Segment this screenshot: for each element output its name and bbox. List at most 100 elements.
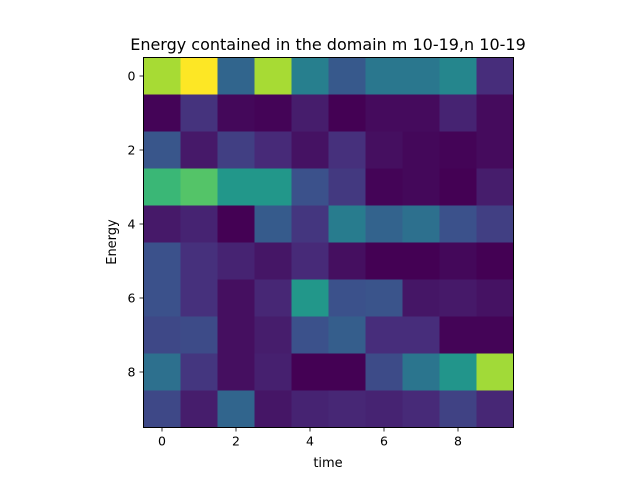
heatmap-cell: [439, 205, 477, 243]
heatmap-cell: [365, 168, 403, 206]
heatmap-cell: [439, 131, 477, 169]
heatmap-cell: [439, 94, 477, 132]
heatmap-cell: [476, 316, 514, 354]
heatmap-cell: [476, 94, 514, 132]
heatmap-cell: [291, 205, 329, 243]
heatmap-cell: [143, 205, 181, 243]
heatmap-cell: [439, 168, 477, 206]
heatmap-cell: [217, 316, 255, 354]
heatmap-cell: [180, 390, 218, 428]
heatmap-cell: [365, 353, 403, 391]
heatmap-cell: [291, 279, 329, 317]
heatmap-cell: [328, 353, 366, 391]
heatmap-cell: [143, 242, 181, 280]
heatmap-cell: [328, 390, 366, 428]
heatmap-cell: [402, 131, 440, 169]
y-tick-label: 0: [128, 69, 136, 84]
heatmap-cell: [180, 94, 218, 132]
heatmap-cell: [143, 57, 181, 95]
heatmap-cell: [402, 168, 440, 206]
heatmap-cell: [217, 205, 255, 243]
heatmap-cell: [291, 131, 329, 169]
heatmap-cell: [180, 353, 218, 391]
heatmap-cell: [180, 316, 218, 354]
heatmap-cell: [143, 316, 181, 354]
heatmap-cell: [365, 242, 403, 280]
heatmap-cell: [476, 279, 514, 317]
heatmap-cell: [291, 242, 329, 280]
heatmap-cell: [217, 168, 255, 206]
heatmap-cell: [439, 242, 477, 280]
heatmap-cell: [439, 57, 477, 95]
heatmap-cell: [291, 316, 329, 354]
heatmap-cell: [365, 131, 403, 169]
heatmap-cell: [217, 94, 255, 132]
heatmap-cell: [439, 279, 477, 317]
y-tick-label: 2: [128, 143, 136, 158]
heatmap-cell: [365, 390, 403, 428]
heatmap-cell: [365, 316, 403, 354]
heatmap-cell: [217, 390, 255, 428]
y-tick-label: 6: [128, 291, 136, 306]
heatmap-cell: [180, 279, 218, 317]
y-tick-label: 8: [128, 365, 136, 380]
heatmap-cell: [217, 57, 255, 95]
y-axis-label: Energy: [105, 219, 120, 265]
heatmap-cell: [328, 242, 366, 280]
x-axis-label: time: [313, 456, 342, 471]
heatmap-cell: [254, 205, 292, 243]
heatmap-cell: [476, 168, 514, 206]
heatmap-cell: [254, 168, 292, 206]
heatmap-cell: [476, 57, 514, 95]
heatmap-cell: [365, 57, 403, 95]
heatmap-cell: [291, 94, 329, 132]
heatmap-cell: [254, 353, 292, 391]
heatmap-cell: [143, 279, 181, 317]
heatmap-cell: [365, 279, 403, 317]
x-tick-label: 6: [380, 434, 388, 449]
heatmap-cell: [328, 57, 366, 95]
heatmap-cell: [365, 94, 403, 132]
chart-title: Energy contained in the domain m 10-19,n…: [130, 35, 526, 54]
heatmap-cell: [402, 390, 440, 428]
heatmap-cell: [365, 205, 403, 243]
heatmap-cell: [217, 353, 255, 391]
heatmap-cell: [476, 390, 514, 428]
heatmap-cell: [476, 205, 514, 243]
heatmap-cell: [180, 57, 218, 95]
heatmap-cell: [254, 390, 292, 428]
heatmap-cell: [402, 242, 440, 280]
heatmap-cell: [143, 168, 181, 206]
heatmap-cell: [143, 131, 181, 169]
heatmap-cell: [180, 131, 218, 169]
heatmap-cell: [328, 279, 366, 317]
x-tick-label: 2: [232, 434, 240, 449]
heatmap-cell: [143, 390, 181, 428]
heatmap-cell: [402, 94, 440, 132]
heatmap-cell: [402, 57, 440, 95]
heatmap-cell: [254, 316, 292, 354]
heatmap-cell: [328, 94, 366, 132]
heatmap-cell: [439, 353, 477, 391]
heatmap-cell: [217, 131, 255, 169]
heatmap-cell: [476, 242, 514, 280]
y-axis-ticks: 0 2 4 6 8: [128, 69, 144, 380]
heatmap-cell: [439, 316, 477, 354]
heatmap-cell: [476, 353, 514, 391]
heatmap-cell: [180, 205, 218, 243]
heatmap-cell: [254, 242, 292, 280]
heatmap-cell: [291, 353, 329, 391]
heatmap-cell: [476, 131, 514, 169]
heatmap-cell: [291, 390, 329, 428]
heatmap-cell: [291, 168, 329, 206]
x-tick-label: 4: [306, 434, 314, 449]
heatmap-cell: [254, 279, 292, 317]
x-axis-ticks: 0 2 4 6 8: [158, 427, 462, 449]
heatmap-cell: [217, 279, 255, 317]
heatmap-cell: [180, 242, 218, 280]
heatmap-cell: [328, 168, 366, 206]
heatmap-cell: [328, 316, 366, 354]
heatmap-cell: [328, 131, 366, 169]
heatmap-cell: [439, 390, 477, 428]
